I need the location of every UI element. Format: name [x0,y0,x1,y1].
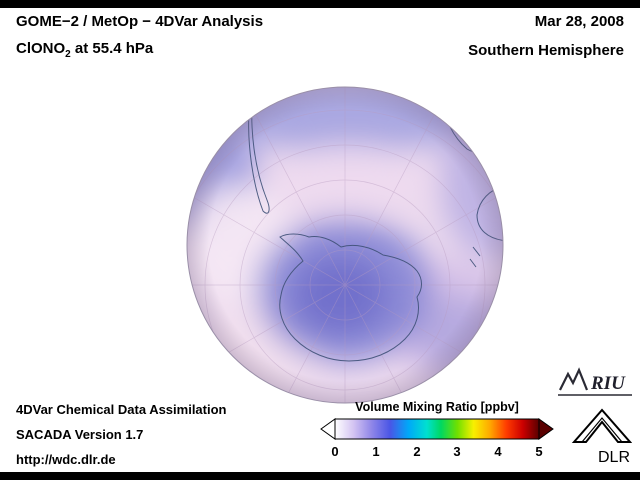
tick-1: 1 [372,444,380,459]
top-border-bar [0,0,640,8]
hemisphere-label: Southern Hemisphere [468,42,624,59]
colorbar-tick-labels: 0 1 2 3 4 5 [320,444,554,460]
header-right: Mar 28, 2008 Southern Hemisphere [468,13,624,59]
date-label: Mar 28, 2008 [534,13,624,30]
riu-logo: RIU [556,366,634,400]
species-subtitle: ClONO2 at 55.4 hPa [16,40,263,60]
formula-prefix: ClONO [16,40,66,57]
formula-suffix: at 55.4 hPa [70,40,154,57]
page-title: GOME−2 / MetOp − 4DVar Analysis [16,13,264,30]
dlr-wing-inner-icon [581,417,623,443]
colorbar-gradient-bar [334,418,540,440]
credit-url: http://wdc.dlr.de [16,452,116,467]
formula-subscript: 2 [65,49,71,60]
riu-logo-text: RIU [590,373,626,394]
tick-5: 5 [535,444,543,459]
colorbar-svg [320,418,554,440]
credit-line-2: SACADA Version 1.7 [16,427,144,442]
globe-limb-shading [187,87,503,403]
coast-madagascar [496,124,503,146]
riu-logo-svg: RIU [558,367,632,396]
tick-2: 2 [413,444,421,459]
tick-4: 4 [494,444,502,459]
colorbar-min-arrow [320,418,336,440]
riu-mountains-icon [559,367,589,391]
dlr-wing-icon [571,408,633,443]
bottom-border-bar [0,472,640,480]
credit-line-1: 4DVar Chemical Data Assimilation [16,402,227,417]
colorbar-max-arrow [538,418,554,440]
tick-0: 0 [331,444,339,459]
globe-svg [186,86,504,404]
colorbar: 0 1 2 3 4 5 [320,418,554,464]
tick-3: 3 [453,444,461,459]
dlr-logo-svg: DLR [571,408,633,466]
globe-outline [186,86,504,404]
header-left: GOME−2 / MetOp − 4DVar Analysis ClONO2 a… [16,13,263,60]
colorbar-title: Volume Mixing Ratio [ppbv] [355,400,519,414]
dlr-logo-text: DLR [598,449,630,466]
hemisphere-globe [185,85,505,405]
footer-credits: 4DVar Chemical Data Assimilation SACADA … [16,402,227,477]
dlr-logo: DLR [568,402,633,468]
